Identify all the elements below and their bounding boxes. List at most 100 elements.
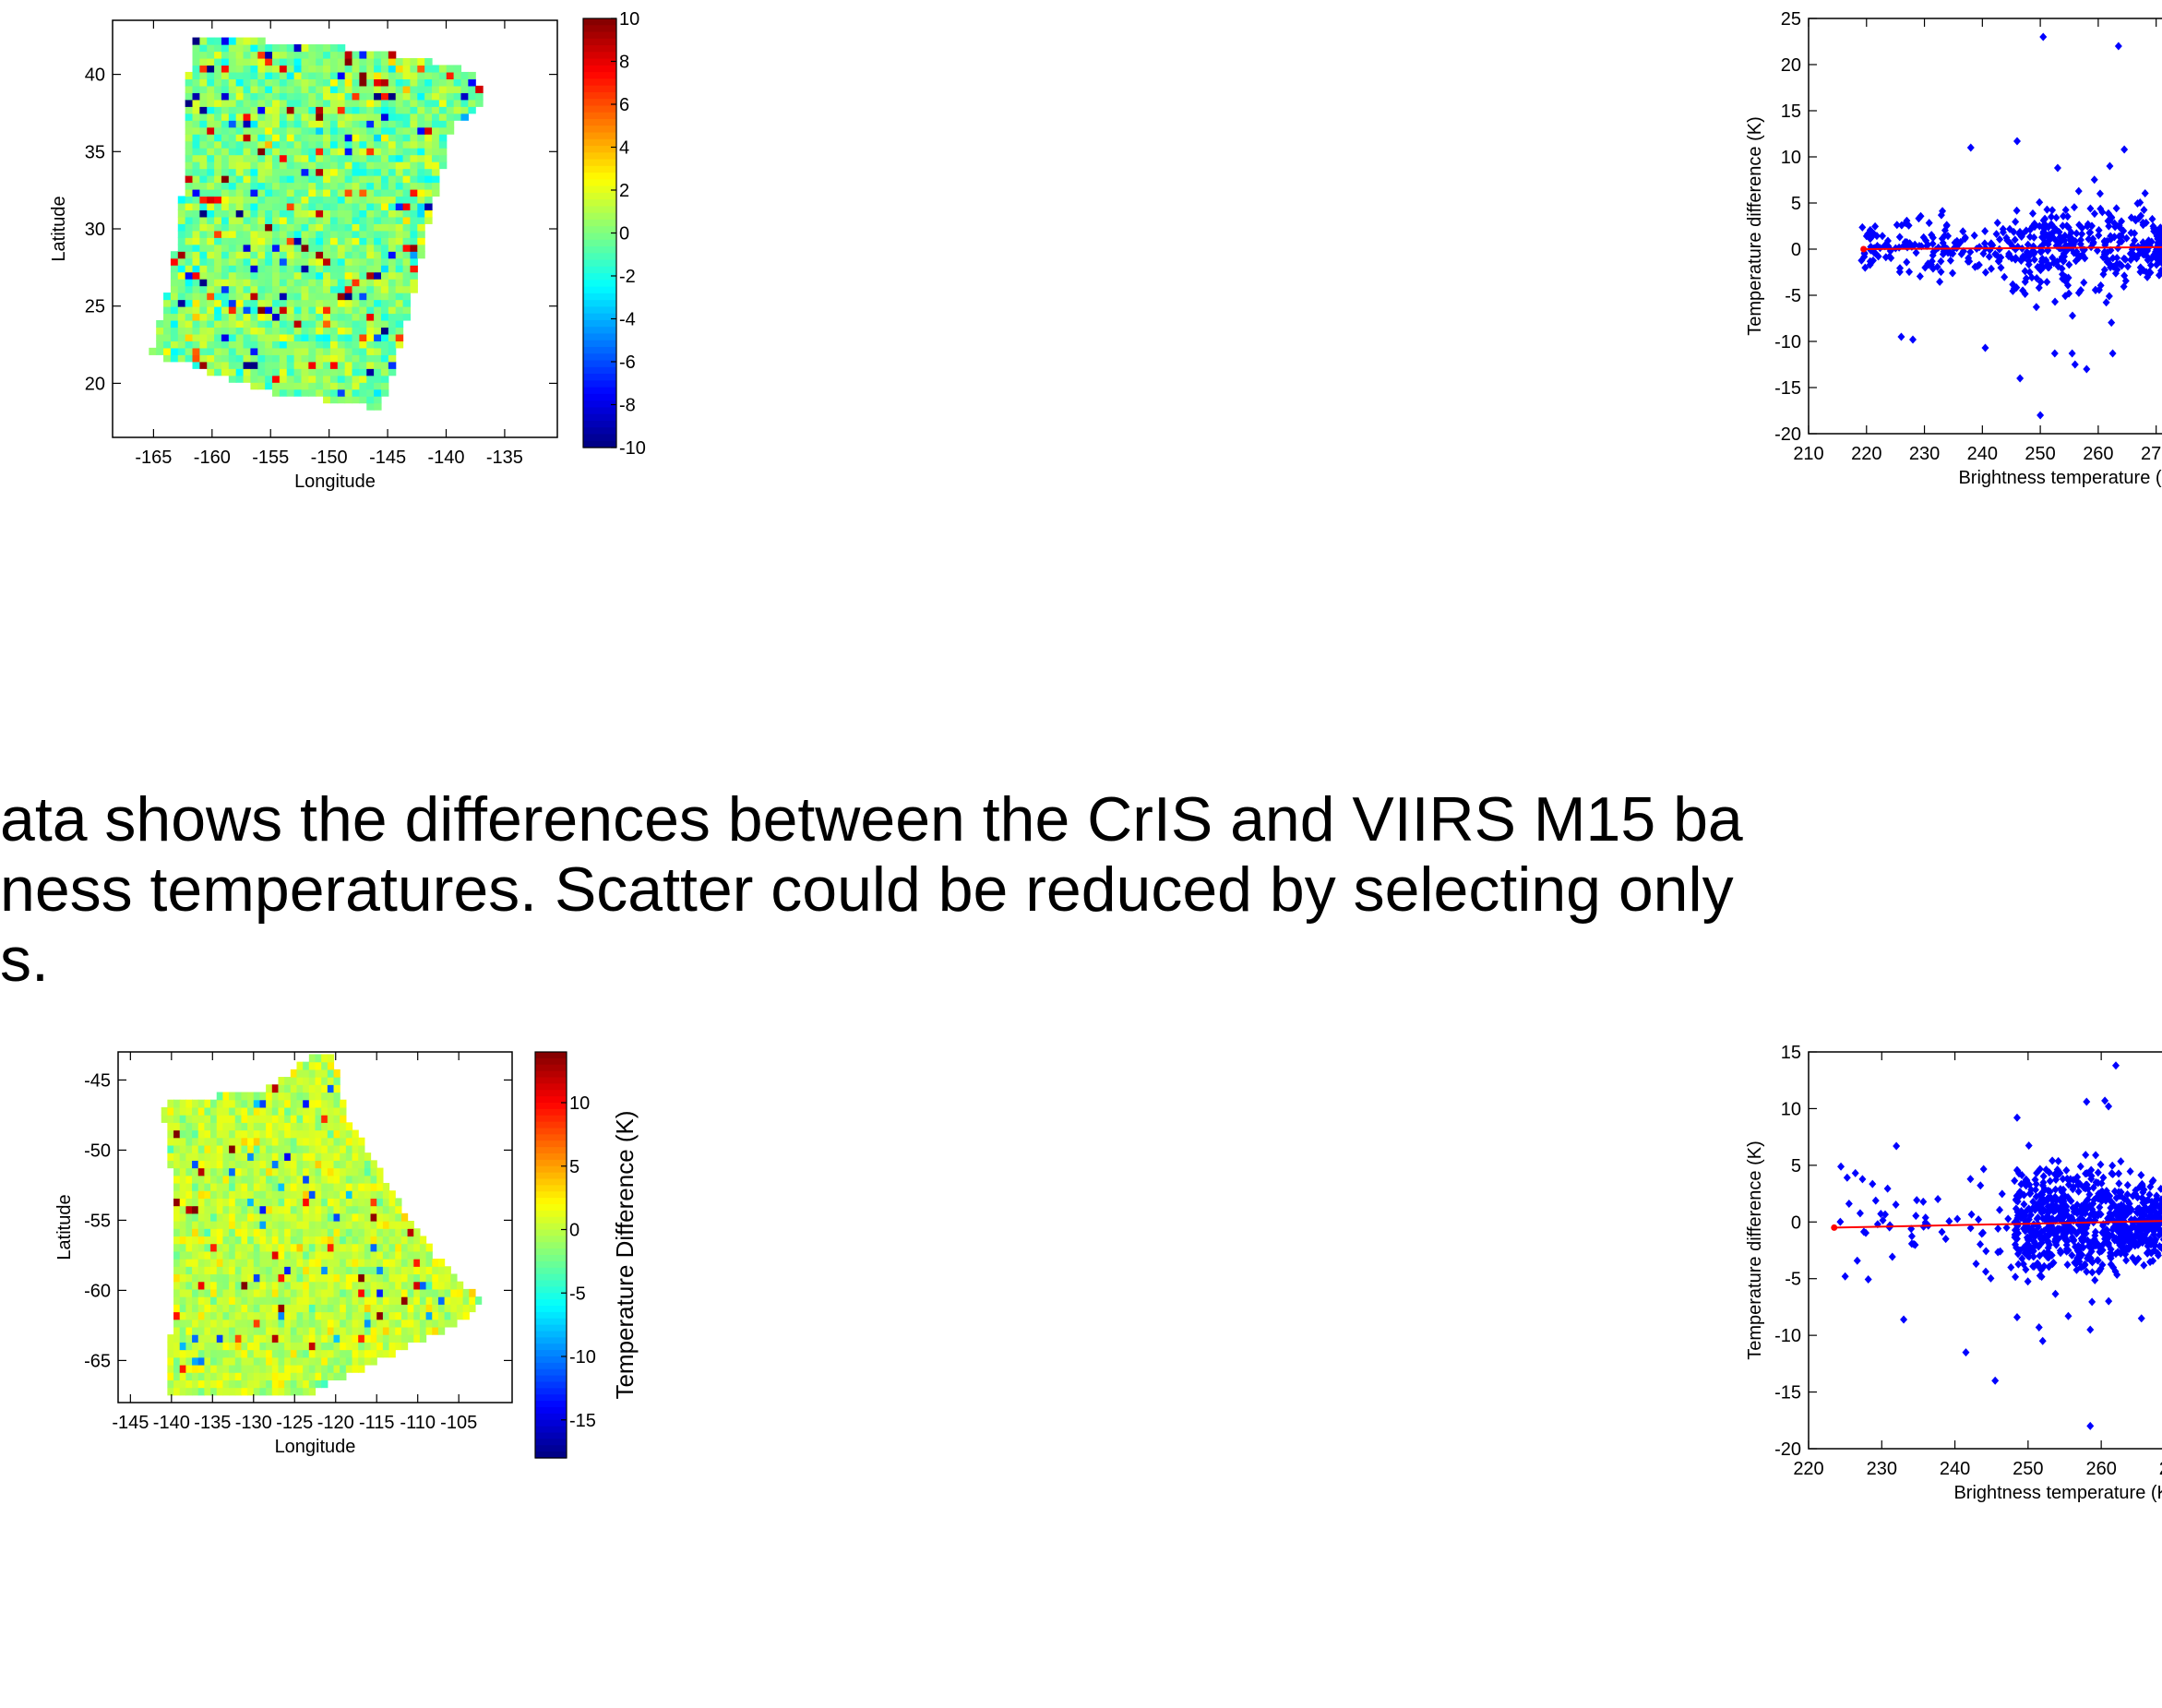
map-cell (321, 1092, 328, 1100)
map-cell (340, 1296, 346, 1305)
map-cell (296, 1107, 303, 1116)
map-cell (294, 362, 302, 369)
map-cell (235, 1259, 242, 1267)
map-cell (352, 1350, 359, 1358)
map-cell (345, 120, 352, 127)
map-cell (323, 237, 330, 245)
map-cell (447, 92, 454, 100)
map-cell (222, 1365, 229, 1373)
map-cell (272, 1266, 279, 1274)
map-cell (338, 100, 345, 107)
map-cell (374, 327, 381, 334)
map-cell (410, 245, 417, 252)
map-cell (173, 1168, 180, 1176)
map-cell (217, 1168, 223, 1176)
colorbar-tick-label: 10 (619, 9, 639, 30)
map-cell (396, 65, 403, 72)
map-cell (291, 1334, 297, 1343)
map-cell (167, 1122, 173, 1130)
map-cell (241, 1244, 247, 1252)
map-cell (296, 1357, 303, 1366)
map-cell (294, 286, 302, 293)
map-cell (171, 300, 178, 307)
map-cell (401, 1228, 408, 1236)
map-cell (199, 272, 207, 280)
map-cell (210, 1259, 217, 1267)
map-cell (254, 1357, 260, 1366)
map-cell (222, 1213, 229, 1222)
map-cell (204, 1183, 210, 1191)
map-cell (410, 251, 417, 258)
map-cell (330, 72, 338, 79)
map-cell (229, 217, 236, 224)
map-cell (229, 86, 236, 93)
map-cell (185, 265, 193, 272)
map-cell (241, 1115, 247, 1123)
map-cell (323, 258, 330, 266)
map-cell (303, 1388, 309, 1396)
map-cell (328, 1168, 334, 1176)
map-cell (287, 189, 294, 197)
map-cell (185, 300, 193, 307)
map-cell (296, 1213, 303, 1222)
map-cell (366, 245, 374, 252)
map-cell (359, 120, 366, 127)
map-cell (309, 1183, 316, 1191)
x-tick-label: -155 (252, 448, 289, 468)
map-cell (199, 120, 207, 127)
map-cell (316, 1304, 322, 1312)
map-cell (340, 1334, 346, 1343)
map-cell (254, 1228, 260, 1236)
map-cell (388, 272, 396, 280)
map-cell (204, 1320, 210, 1328)
map-cell (247, 1153, 254, 1161)
map-cell (352, 86, 360, 93)
map-cell (328, 1357, 334, 1366)
map-cell (185, 72, 193, 79)
map-cell (265, 72, 272, 79)
map-cell (340, 1190, 346, 1199)
map-cell (257, 217, 265, 224)
map-cell (254, 1092, 260, 1100)
map-cell (323, 161, 330, 169)
map-cell (376, 1342, 383, 1350)
map-cell (338, 209, 345, 217)
map-cell (308, 52, 316, 59)
map-cell (236, 134, 244, 141)
map-cell (301, 231, 308, 238)
map-cell (328, 1176, 334, 1184)
scatter-point (2148, 215, 2156, 223)
map-cell (193, 203, 200, 210)
map-cell (330, 320, 338, 328)
map-cell (388, 127, 396, 135)
map-cell (346, 1273, 352, 1282)
map-cell (454, 92, 461, 100)
map-cell (185, 1206, 192, 1214)
colorbar-segment (583, 160, 616, 167)
map-cell (272, 203, 280, 210)
map-cell (221, 100, 229, 107)
colorbar-segment (535, 1337, 567, 1344)
y-tick-label: -45 (84, 1070, 111, 1091)
map-cell (250, 86, 257, 93)
map-cell (229, 1357, 235, 1366)
map-cell (334, 1357, 340, 1366)
map-cell (426, 1304, 433, 1312)
map-cell (352, 92, 360, 100)
map-cell (180, 1296, 186, 1305)
colorbar-segment (583, 213, 616, 221)
map-cell (410, 148, 417, 155)
map-cell (417, 58, 424, 66)
map-cell (438, 1327, 445, 1335)
map-cell (210, 1244, 217, 1252)
scatter-point (2069, 312, 2076, 320)
map-cell (229, 209, 236, 217)
map-cell (358, 1221, 364, 1229)
map-cell (323, 223, 330, 231)
map-cell (321, 1168, 328, 1176)
map-cell (235, 1183, 242, 1191)
map-cell (364, 1244, 371, 1252)
map-cell (323, 389, 330, 397)
map-cell (401, 1259, 408, 1267)
map-cell (241, 1357, 247, 1366)
